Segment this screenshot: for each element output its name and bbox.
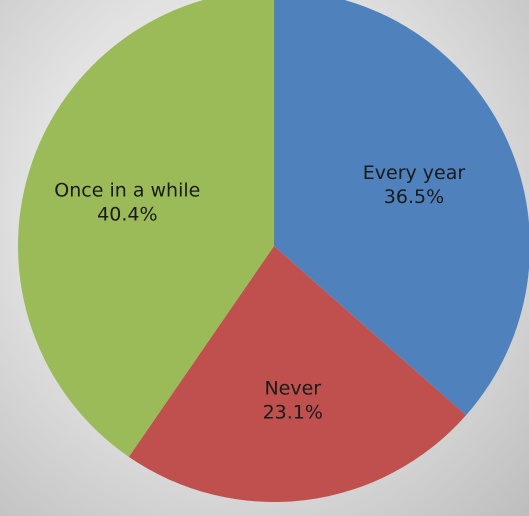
slice-value-label: 23.1% [263, 401, 323, 423]
pie-labels: Every year 36.5% Never 23.1% Once in a while… [54, 162, 465, 424]
slice-value-label: 40.4% [97, 203, 157, 225]
slice-category-label: Never [264, 377, 321, 399]
slice-label-never: Never 23.1% [263, 377, 323, 423]
slice-label-once-in-a-while: Once in a while 40.4% [54, 179, 200, 225]
slice-label-every-year: Every year 36.5% [363, 162, 466, 208]
slice-value-label: 36.5% [384, 186, 444, 208]
slice-category-label: Every year [363, 162, 466, 184]
slice-category-label: Once in a while [54, 179, 200, 201]
pie-slice-never [128, 246, 467, 502]
pie-slice-every-year [274, 0, 529, 416]
pie-slices [18, 0, 529, 502]
pie-slice-once-in-a-while [18, 0, 274, 457]
